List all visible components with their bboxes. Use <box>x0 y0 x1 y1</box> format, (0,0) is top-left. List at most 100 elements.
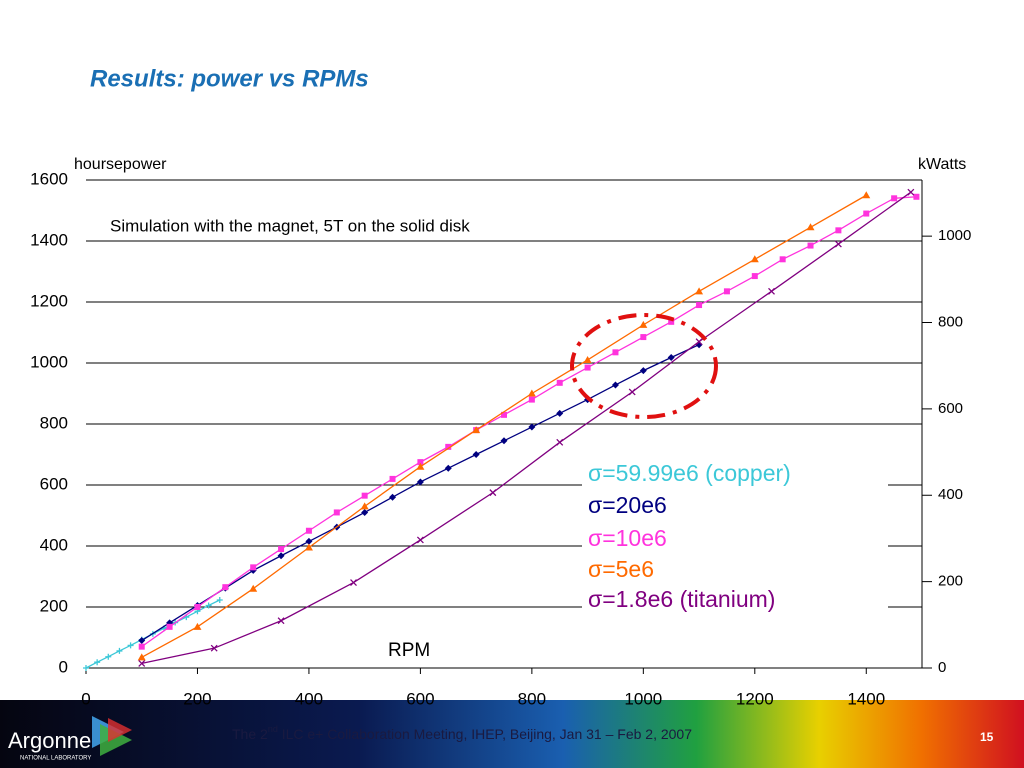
point <box>444 464 452 472</box>
x-tick-label: 600 <box>406 689 434 708</box>
point <box>389 493 397 501</box>
point <box>127 642 134 649</box>
point <box>277 552 285 560</box>
point <box>250 564 257 571</box>
point <box>750 255 759 263</box>
point <box>137 653 146 661</box>
logo: Argonne NATIONAL LABORATORY <box>8 716 132 762</box>
y2-tick-label: 0 <box>938 659 946 676</box>
point <box>583 355 592 363</box>
point <box>612 349 619 356</box>
point <box>360 502 369 510</box>
point <box>500 437 508 445</box>
point <box>891 195 898 202</box>
y2-tick-label: 1000 <box>938 227 971 244</box>
footer-text: The 2nd ILC e+ Collaboration Meeting, IH… <box>232 724 692 741</box>
x-tick-label: 200 <box>183 689 211 708</box>
point <box>668 318 675 325</box>
legend-box <box>582 460 888 615</box>
point <box>501 411 507 418</box>
y-tick-label: 1200 <box>30 291 68 310</box>
point <box>489 489 497 497</box>
legend-entry: σ=10e6 <box>588 525 667 551</box>
point <box>528 396 535 403</box>
point <box>806 223 815 231</box>
point <box>907 188 915 196</box>
legend-entry: σ=1.8e6 (titanium) <box>588 586 775 612</box>
x-axis-label: RPM <box>388 640 430 661</box>
point <box>862 191 871 199</box>
point <box>361 508 369 516</box>
point <box>628 388 636 396</box>
footer-superscript: nd <box>268 724 278 734</box>
point <box>556 379 563 386</box>
point <box>333 509 340 516</box>
y-tick-label: 1400 <box>30 230 68 249</box>
point <box>417 459 424 466</box>
annotation: Simulation with the magnet, 5T on the so… <box>110 216 470 235</box>
point <box>94 659 101 666</box>
point <box>807 242 814 249</box>
x-tick-label: 800 <box>518 689 546 708</box>
y2-tick-label: 200 <box>938 573 963 590</box>
point <box>639 320 648 328</box>
series-line <box>141 191 912 665</box>
point <box>528 423 536 431</box>
point <box>527 389 536 397</box>
point <box>304 543 313 551</box>
x-tick-label: 400 <box>295 689 323 708</box>
point <box>913 193 920 200</box>
point <box>696 302 703 309</box>
x-tick-label: 0 <box>81 689 90 708</box>
x-ticks: 0 200 400 600 800 1000 1200 1400 <box>81 689 885 708</box>
point <box>278 546 285 553</box>
point <box>751 273 758 280</box>
point <box>695 287 704 295</box>
point <box>138 637 146 645</box>
legend-entry: σ=20e6 <box>588 492 667 518</box>
point <box>640 334 647 341</box>
point <box>779 256 786 263</box>
point <box>472 426 481 434</box>
point <box>556 409 564 417</box>
point <box>835 227 842 234</box>
point <box>216 596 223 603</box>
y-tick-label: 400 <box>40 535 68 554</box>
point <box>83 665 89 671</box>
point <box>277 617 285 625</box>
point <box>138 659 146 667</box>
y-tick-label: 600 <box>40 474 68 493</box>
point <box>416 536 424 544</box>
footer-band <box>0 700 1024 768</box>
legend-entry: σ=59.99e6 (copper) <box>588 460 791 486</box>
point <box>194 604 201 610</box>
series-line <box>141 194 867 658</box>
point <box>639 367 647 375</box>
point <box>768 287 775 295</box>
point <box>389 475 396 482</box>
point <box>667 354 675 362</box>
footer-text-part: The 2 <box>232 726 268 742</box>
x-tick-label: 1200 <box>736 689 774 708</box>
x-tick-label: 1400 <box>847 689 885 708</box>
highlight-circle <box>570 313 718 419</box>
y-tick-label: 0 <box>59 657 68 676</box>
point <box>445 443 452 450</box>
y-tick-label: 800 <box>40 413 68 432</box>
point <box>863 210 870 217</box>
point <box>205 602 212 609</box>
point <box>556 438 564 446</box>
point <box>695 338 703 346</box>
point <box>416 462 425 470</box>
point <box>249 584 258 592</box>
logo-text: Argonne <box>8 728 91 753</box>
y-tick-label: 200 <box>40 596 68 615</box>
point <box>584 364 591 371</box>
point <box>305 537 313 545</box>
point <box>305 527 312 534</box>
y2-tick-label: 400 <box>938 486 963 503</box>
logo-shape <box>108 718 132 742</box>
y-tick-label: 1600 <box>30 169 68 188</box>
point <box>611 381 619 389</box>
